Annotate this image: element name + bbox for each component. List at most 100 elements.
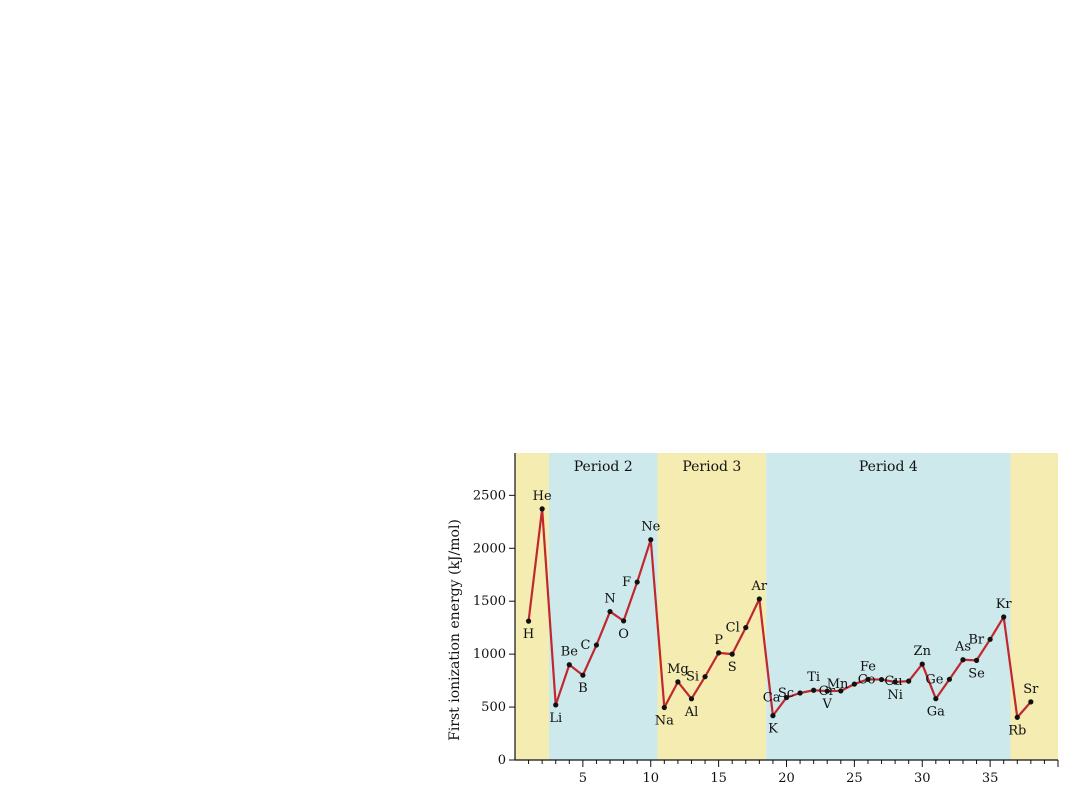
data-point bbox=[675, 679, 681, 685]
element-label: Mg bbox=[667, 662, 689, 677]
series-line bbox=[527, 507, 1032, 719]
element-label: Rb bbox=[1008, 723, 1026, 738]
data-point bbox=[973, 657, 980, 663]
x-tick-label: 5 bbox=[579, 771, 587, 786]
x-tick-label: 20 bbox=[778, 771, 795, 786]
data-point bbox=[634, 579, 640, 585]
element-label: Se bbox=[968, 666, 985, 681]
element-label: B bbox=[578, 681, 588, 696]
data-point bbox=[838, 688, 844, 694]
data-point bbox=[946, 676, 952, 682]
data-point bbox=[824, 688, 830, 694]
element-label: Li bbox=[549, 711, 562, 726]
period-band bbox=[515, 453, 549, 760]
element-label: Si bbox=[686, 670, 699, 685]
y-tick-label: 2500 bbox=[473, 488, 506, 503]
data-point bbox=[811, 687, 817, 693]
data-point bbox=[783, 694, 790, 701]
data-point bbox=[648, 537, 654, 543]
y-tick-label: 500 bbox=[481, 700, 506, 715]
element-label: Mn bbox=[827, 677, 849, 692]
x-tick-label: 35 bbox=[982, 771, 999, 786]
data-point bbox=[729, 651, 735, 657]
data-point bbox=[892, 679, 898, 685]
element-label: Cl bbox=[726, 621, 740, 636]
element-label: Ge bbox=[925, 672, 943, 687]
data-point bbox=[580, 672, 586, 678]
x-tick-label: 25 bbox=[846, 771, 863, 786]
data-point bbox=[933, 696, 939, 702]
element-label: Be bbox=[561, 645, 579, 660]
period-label: Period 3 bbox=[682, 459, 741, 475]
element-label: N bbox=[604, 592, 615, 607]
period-band bbox=[657, 453, 767, 760]
data-point bbox=[919, 661, 925, 667]
element-label: C bbox=[580, 638, 590, 653]
x-tick-label: 30 bbox=[914, 771, 931, 786]
data-point bbox=[553, 702, 559, 708]
element-label: As bbox=[954, 640, 971, 655]
data-point bbox=[1001, 614, 1007, 620]
element-label: He bbox=[533, 489, 552, 504]
element-label: H bbox=[523, 627, 534, 642]
data-point bbox=[756, 596, 762, 602]
element-label: Zn bbox=[914, 644, 932, 659]
data-point bbox=[770, 713, 776, 719]
x-tick-label: 15 bbox=[710, 771, 727, 786]
element-label: Ca bbox=[763, 691, 781, 706]
element-label: S bbox=[728, 660, 737, 675]
element-label: P bbox=[714, 633, 723, 648]
element-label: Al bbox=[684, 705, 699, 720]
data-point bbox=[878, 676, 885, 683]
data-point bbox=[716, 650, 722, 656]
data-point bbox=[1028, 699, 1034, 705]
data-point bbox=[661, 704, 667, 711]
element-label: Na bbox=[655, 713, 674, 728]
data-point bbox=[960, 657, 966, 663]
data-point bbox=[688, 696, 695, 702]
element-label: Br bbox=[968, 632, 985, 647]
element-label: Cr bbox=[819, 684, 836, 699]
data-point bbox=[702, 674, 708, 680]
element-label: Ga bbox=[927, 705, 945, 720]
y-tick-label: 1000 bbox=[473, 647, 506, 662]
element-label: F bbox=[622, 575, 631, 590]
element-label: Ni bbox=[887, 688, 903, 703]
x-tick-label: 10 bbox=[642, 771, 659, 786]
period-band bbox=[1010, 453, 1058, 760]
period-bands: Period 2 Period 3 Period 4 bbox=[515, 453, 1058, 760]
ionization-energy-chart: Period 2 Period 3 Period 4 0 500 1000 1500 200… bbox=[447, 453, 1059, 786]
data-point bbox=[566, 662, 572, 668]
element-label: Kr bbox=[996, 597, 1013, 612]
ionization-line bbox=[527, 507, 1032, 719]
data-point bbox=[621, 618, 627, 624]
element-label: Ar bbox=[751, 579, 768, 594]
element-label: Co bbox=[858, 673, 876, 688]
period-band bbox=[766, 453, 1011, 760]
period-label: Period 4 bbox=[859, 459, 918, 475]
data-point bbox=[525, 618, 532, 624]
period-label: Period 2 bbox=[574, 459, 633, 475]
period-band bbox=[548, 453, 658, 760]
data-point bbox=[851, 681, 857, 687]
data-point bbox=[906, 678, 912, 684]
element-label: K bbox=[768, 722, 778, 737]
element-label: Ti bbox=[807, 670, 820, 685]
element-label: Ne bbox=[641, 520, 660, 535]
data-point bbox=[539, 506, 545, 512]
y-tick-label: 2000 bbox=[473, 541, 506, 556]
data-point bbox=[797, 690, 803, 696]
data-points bbox=[525, 506, 1034, 720]
element-label: V bbox=[822, 697, 833, 712]
y-axis-label: First ionization energy (kJ/mol) bbox=[447, 519, 463, 741]
element-label: Cu bbox=[884, 674, 902, 689]
element-label: O bbox=[618, 627, 629, 642]
data-point bbox=[987, 636, 993, 642]
axes: 0 500 1000 1500 2000 2500 5 10 15 20 25 30 35 bbox=[473, 453, 1059, 786]
element-label: Fe bbox=[860, 659, 876, 674]
data-point bbox=[743, 624, 749, 631]
y-tick-label: 0 bbox=[498, 753, 506, 768]
y-tick-label: 1500 bbox=[473, 594, 506, 609]
element-label: Sr bbox=[1023, 682, 1039, 697]
